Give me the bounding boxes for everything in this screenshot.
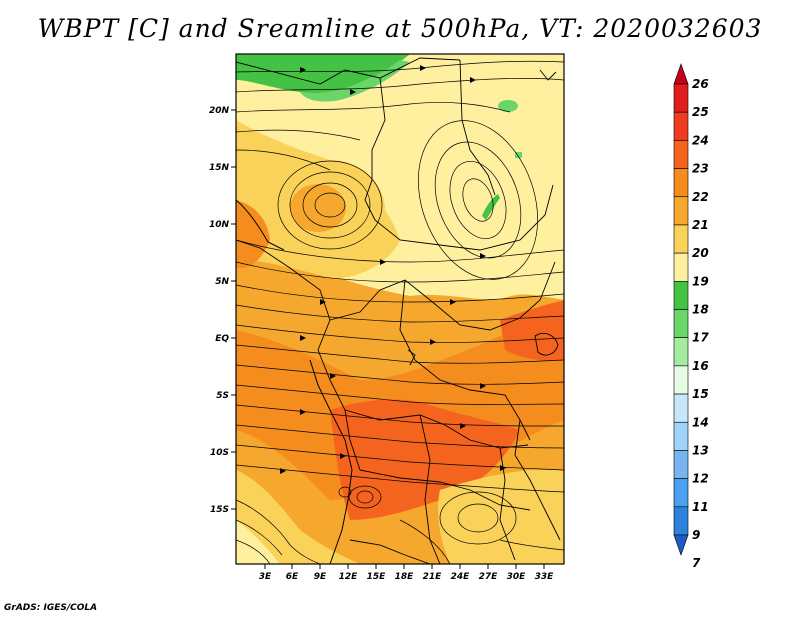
wbpt-east-hottest	[500, 300, 564, 361]
wbpt-sw-yellow	[236, 520, 280, 564]
colorbar: 26 25 24 23 22 21 20 19 18 17 16 15 14 13 12 11 9 7	[673, 63, 709, 570]
lat-label-5n: 5N	[215, 277, 229, 287]
colorbar-label: 13	[692, 443, 709, 457]
colorbar-swatch	[673, 365, 689, 395]
wbpt-south-warm	[236, 470, 360, 564]
colorbar-swatch	[673, 337, 689, 367]
country-borders	[236, 57, 561, 564]
colorbar-swatch	[673, 196, 689, 226]
lon-label-30e: 30E	[507, 572, 527, 582]
colorbar-swatch	[673, 393, 689, 423]
lon-label-24e: 24E	[451, 572, 471, 582]
arrowheads	[280, 65, 506, 474]
colorbar-swatch	[673, 168, 689, 198]
wbpt-cell-west-core	[290, 184, 346, 232]
colorbar-swatch	[673, 224, 689, 254]
colorbar-swatch	[673, 83, 689, 113]
colorbar-swatch	[673, 281, 689, 310]
lon-label-18e: 18E	[395, 572, 415, 582]
colorbar-swatch	[673, 534, 689, 556]
lat-label-5s: 5S	[216, 391, 229, 401]
colorbar-swatch	[673, 309, 689, 338]
colorbar-label: 14	[692, 415, 709, 429]
colorbar-label: 7	[692, 556, 701, 570]
colorbar-label: 25	[692, 105, 709, 119]
wbpt-green-north	[236, 54, 410, 94]
lat-label-15n: 15N	[209, 163, 230, 173]
longitude-axis: 3E 6E 9E 12E 15E 18E 21E 24E 27E 30E 33E	[259, 564, 554, 582]
lon-label-15e: 15E	[367, 572, 387, 582]
colorbar-label: 11	[692, 500, 709, 514]
lat-label-20n: 20N	[209, 106, 230, 116]
lon-label-6e: 6E	[286, 572, 299, 582]
wbpt-shading	[236, 54, 564, 564]
lon-label-27e: 27E	[479, 572, 499, 582]
map-frame	[235, 53, 565, 565]
wbpt-green-patch-1	[498, 100, 518, 112]
colorbar-swatch	[673, 421, 689, 451]
colorbar-label: 12	[692, 472, 709, 486]
colorbar-label: 9	[692, 528, 700, 542]
lat-label-10s: 10S	[210, 448, 229, 458]
wbpt-southeast-warm	[438, 470, 564, 564]
lon-label-3e: 3E	[259, 572, 272, 582]
colorbar-label: 23	[692, 162, 709, 176]
colorbar-label: 26	[692, 77, 709, 91]
lat-label-10n: 10N	[209, 220, 230, 230]
colorbar-label: 17	[692, 331, 709, 345]
latitude-axis: 20N 15N 10N 5N EQ 5S 10S 15S	[209, 106, 236, 515]
colorbar-swatch	[673, 506, 689, 536]
colorbar-label: 22	[692, 190, 709, 204]
wbpt-west-hot	[236, 200, 270, 269]
lon-label-12e: 12E	[339, 572, 359, 582]
colorbar-label: 16	[692, 359, 709, 373]
lon-label-33e: 33E	[535, 572, 555, 582]
map-panel	[236, 54, 564, 564]
colorbar-label: 15	[692, 387, 709, 401]
coastline	[236, 199, 353, 564]
grads-credit: GrADS: IGES/COLA	[4, 603, 98, 613]
wbpt-green-patch-2	[482, 194, 500, 220]
colorbar-label: 18	[692, 303, 709, 317]
lat-label-eq: EQ	[215, 334, 229, 344]
colorbar-swatch	[673, 252, 689, 282]
colorbar-swatch	[673, 478, 689, 508]
colorbar-label: 21	[692, 218, 709, 232]
wbpt-green-edge	[300, 60, 410, 102]
wbpt-green-patch-3	[515, 152, 522, 158]
colorbar-label: 19	[692, 274, 709, 288]
lat-label-15s: 15S	[210, 505, 229, 515]
colorbar-swatch	[673, 450, 689, 479]
colorbar-swatch	[673, 63, 689, 85]
colorbar-swatch	[673, 111, 689, 141]
colorbar-label: 24	[692, 133, 709, 147]
colorbar-swatch	[673, 140, 689, 169]
colorbar-label: 20	[692, 246, 709, 260]
lon-label-21e: 21E	[423, 572, 443, 582]
map-title: WBPT [C] and Sreamline at 500hPa, VT: 20…	[37, 14, 763, 43]
lon-label-9e: 9E	[314, 572, 327, 582]
